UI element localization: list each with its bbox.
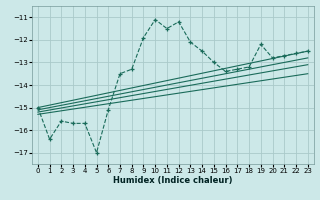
X-axis label: Humidex (Indice chaleur): Humidex (Indice chaleur): [113, 176, 233, 185]
